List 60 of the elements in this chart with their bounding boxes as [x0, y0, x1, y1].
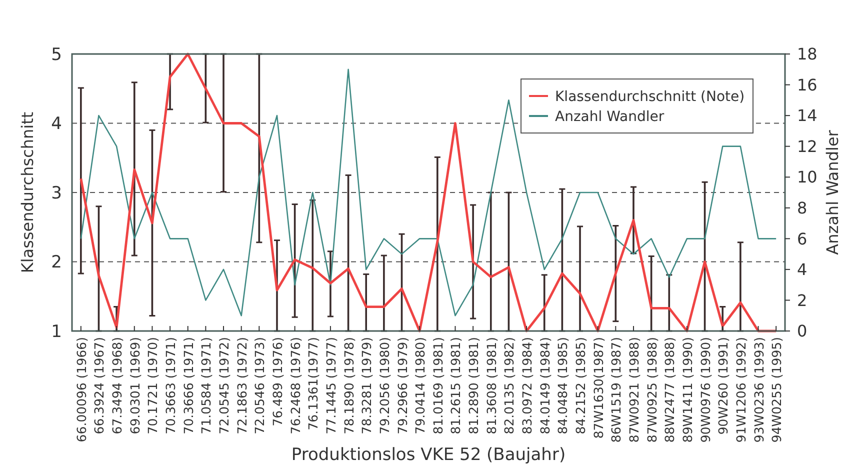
x-tick-label: 78.3281 (1979): [359, 337, 374, 434]
x-axis-title: Produktionslos VKE 52 (Baujahr): [291, 445, 566, 465]
x-tick-label: 79.0414 (1980): [412, 337, 428, 434]
x-tick-label: 78.1890 (1978): [341, 337, 356, 434]
x-tick-label: 83.0972 (1984): [520, 337, 535, 434]
x-tick-label: 70.3663 (1971): [163, 337, 178, 434]
y-tick-label: 1: [51, 322, 62, 342]
x-tick-label: 86W1519 (1987): [608, 337, 624, 443]
y2-tick-label: 6: [797, 229, 808, 248]
x-tick-label: 81.3608 (1981): [484, 337, 499, 434]
x-tick-label: 66.3924 (1967): [92, 337, 107, 434]
x-tick-label: 87W0925 (1988): [644, 337, 660, 443]
x-tick-label: 90W0976 (1990): [698, 337, 713, 443]
x-tick-label: 76.489 (1976): [270, 337, 285, 426]
y-tick-label: 3: [51, 183, 62, 204]
x-tick-label: 84.0149 (1984): [537, 337, 552, 434]
y-tick-label: 2: [51, 252, 62, 273]
x-tick-label: 84.0484 (1985): [555, 337, 570, 434]
x-tick-label: 81.2615 (1981): [448, 337, 464, 434]
x-tick-label: 81.0169 (1981): [430, 337, 446, 434]
x-tick-label: 82.0135 (1982): [502, 337, 517, 434]
x-tick-label: 77.1445 (1977): [323, 337, 338, 434]
x-tick-label: 79.2966 (1979): [394, 337, 410, 434]
x-tick-label: 66.00096 (1966): [74, 337, 89, 442]
y2-tick-label: 18: [797, 44, 818, 64]
x-tick-label: 72.0545 (1972): [216, 337, 232, 434]
y2-tick-label: 12: [797, 136, 818, 156]
x-tick-label: 94W0255 (1995): [769, 337, 784, 443]
x-tick-label: 79.2056 (1980): [376, 337, 392, 434]
x-tick-label: 90W260 (1991): [716, 337, 731, 435]
legend-label: Klassendurchschnitt (Note): [555, 88, 745, 105]
y2-tick-label: 0: [797, 322, 808, 341]
y2-tick-label: 14: [797, 106, 818, 126]
y2-tick-label: 8: [797, 198, 808, 218]
y2-tick-label: 4: [797, 260, 808, 280]
x-tick-label: 70.3666 (1971): [180, 337, 196, 434]
x-tick-label: 87W0921 (1988): [626, 337, 642, 443]
y2-tick-label: 16: [797, 75, 818, 94]
x-tick-label: 76.1361(1977): [306, 337, 321, 430]
x-tick-label: 72.1863 (1972): [234, 337, 250, 434]
x-tick-label: 87W1630(1987): [590, 337, 606, 439]
x-tick-label: 69.0301 (1969): [127, 337, 142, 434]
x-tick-label: 72.0546 (1973): [252, 337, 268, 434]
y2-axis-title: Anzahl Wandler: [823, 130, 842, 255]
x-tick-label: 71.0584 (1971): [198, 337, 214, 434]
y2-tick-label: 2: [797, 290, 808, 310]
y-axis-title: Klassendurchschnitt: [18, 112, 37, 274]
x-tick-label: 93W0236 (1993): [751, 337, 766, 443]
x-tick-label: 76.2468 (1976): [288, 337, 303, 434]
x-tick-label: 67.3494 (1968): [110, 337, 125, 434]
x-tick-label: 88W2477 (1988): [662, 337, 678, 443]
x-tick-label: 81.2890 (1981): [466, 337, 482, 434]
y-tick-label: 5: [51, 44, 62, 65]
y-tick-label: 4: [51, 114, 62, 134]
y2-tick-label: 10: [797, 168, 818, 187]
x-tick-label: 91W1206 (1992): [733, 337, 748, 443]
x-tick-label: 70.1721 (1970): [145, 337, 160, 434]
legend-label: Anzahl Wandler: [555, 108, 664, 125]
x-tick-label: 89W1411 (1990): [680, 337, 695, 443]
x-tick-label: 84.2152 (1985): [573, 337, 588, 434]
